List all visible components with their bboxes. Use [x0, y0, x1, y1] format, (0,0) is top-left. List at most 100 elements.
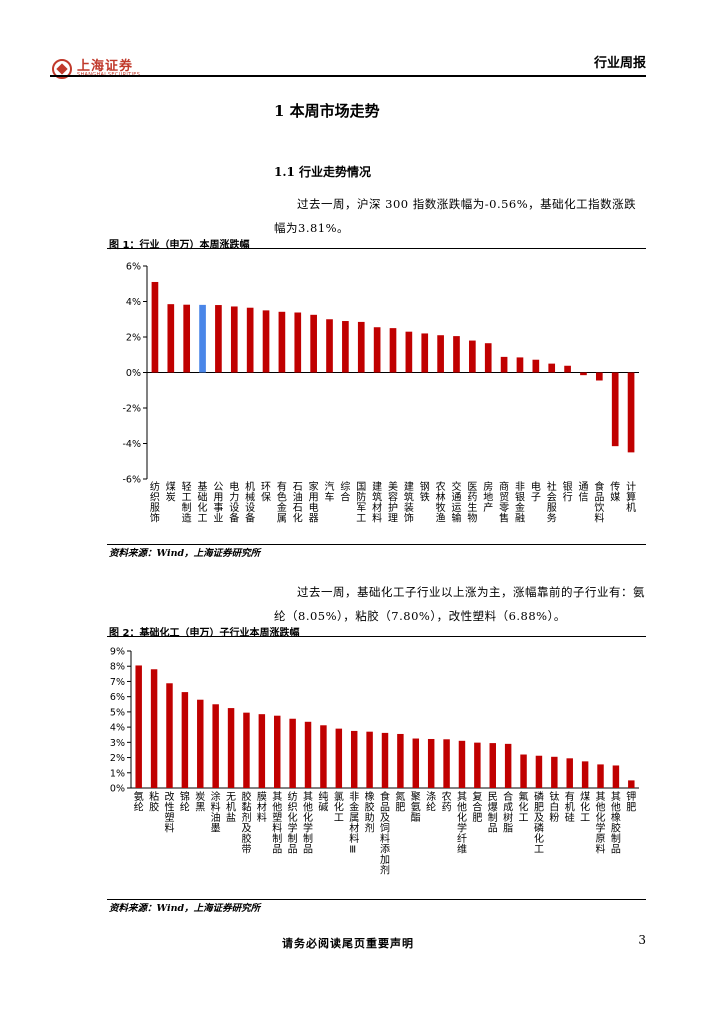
figure1-chart: 6% 4% 2% 0% -2% -4% -6% 纺织服饰煤炭轻工制造基础化工公用事业电力设备机… [123, 262, 639, 525]
bar [243, 712, 250, 788]
category-label: 橡胶助剂 [365, 790, 375, 835]
bar [453, 336, 460, 373]
bar [246, 307, 254, 373]
category-label: 粘胶 [149, 790, 159, 814]
bar [628, 780, 635, 788]
category-label: 商贸零售 [499, 480, 509, 525]
category-label: 纺织化学制品 [288, 790, 298, 856]
category-label: 涂料油墨 [211, 790, 221, 835]
category-label: 医药生物 [467, 481, 477, 525]
category-label: 传媒 [610, 481, 620, 504]
y-tick-label: -6% [123, 475, 142, 486]
category-label: 其他塑料制品 [272, 791, 282, 856]
category-label: 民爆制品 [488, 791, 498, 835]
category-label: 公用事业 [213, 482, 223, 525]
y-tick-label: -4% [123, 439, 142, 450]
bar [258, 714, 266, 788]
bar [412, 738, 420, 788]
logo-cn: 上海证券 [77, 59, 134, 74]
category-label: 有机硅 [565, 790, 575, 824]
bar [350, 730, 358, 788]
category-label: 农药 [442, 790, 452, 814]
bar [227, 708, 235, 788]
bar [421, 333, 429, 373]
bar [181, 692, 189, 788]
bar [215, 305, 222, 373]
category-label: 其他橡胶制品 [611, 791, 621, 856]
y-tick-label: 2% [126, 333, 141, 344]
bar [199, 304, 206, 373]
category-label: 食品饮料 [594, 480, 604, 525]
category-label: 其他化学纤维 [457, 791, 467, 856]
category-label: 氟化工 [519, 790, 529, 824]
category-label: 农林牧渔 [436, 480, 446, 525]
bar [335, 728, 343, 788]
bar [581, 761, 589, 788]
category-label: 非银金融 [515, 481, 525, 525]
bar [551, 756, 558, 788]
category-label: 食品及饲料添加剂 [380, 790, 390, 877]
bar [274, 715, 281, 788]
bar [580, 372, 587, 376]
bar [389, 328, 397, 373]
bar [504, 743, 512, 788]
bar [612, 765, 620, 788]
bar [548, 363, 556, 373]
y-tick-label: 6% [126, 262, 141, 273]
bar [532, 359, 540, 373]
figure1-bottom-rule [107, 544, 646, 545]
category-label: 钛白粉 [549, 791, 559, 824]
bar [166, 683, 173, 788]
subsection-title: 1.1 行业走势情况 [274, 165, 372, 179]
y-tick-label: 2% [110, 753, 125, 764]
category-label: 磷肥及磷化工 [534, 790, 544, 856]
category-label: 计算机 [626, 480, 636, 514]
category-label: 美容护理 [388, 480, 398, 525]
category-label: 建筑装饰 [404, 480, 414, 525]
y-tick-label: 4% [110, 723, 125, 734]
section-title: 1 本周市场走势 [274, 102, 380, 120]
y-tick-label: 0% [126, 368, 141, 379]
bar [566, 758, 573, 788]
y-tick-label: -2% [123, 404, 142, 415]
bar [489, 743, 496, 788]
bar [597, 764, 604, 788]
bar [150, 669, 158, 788]
y-tick-label: 1% [110, 768, 125, 779]
category-label: 综合 [340, 480, 350, 504]
logo-mark-icon [52, 59, 72, 79]
bar [289, 718, 296, 788]
bar [357, 321, 365, 373]
category-label: 非金属材料 Ⅲ [349, 791, 359, 856]
bar [535, 755, 543, 788]
bar [595, 372, 603, 381]
bar [230, 306, 238, 373]
category-label: 煤炭 [166, 480, 176, 504]
category-label: 锦纶 [180, 790, 190, 814]
bar [183, 304, 191, 373]
figure2-chart: 9% 8% 7% 6% 5% 4% 3% 2% 1% 0% 氨纶粘胶改性塑料锦纶炭黑涂料油墨无机盐胶… [110, 647, 639, 877]
category-label: 复合肥 [472, 790, 482, 824]
bar [381, 732, 389, 788]
bar [294, 312, 302, 373]
bar [397, 733, 404, 788]
figure2-bottom-rule [107, 899, 646, 900]
category-label: 聚氨酯 [411, 791, 421, 824]
category-label: 房地产 [483, 480, 493, 514]
bar [520, 754, 527, 788]
category-label: 涤纶 [426, 790, 436, 814]
category-label: 国防军工 [356, 481, 366, 525]
bar [564, 365, 571, 373]
bar [611, 372, 619, 447]
bar [262, 310, 270, 373]
category-label: 氨纶 [134, 790, 144, 814]
category-label: 轻工制造 [182, 480, 192, 525]
y-tick-label: 6% [110, 692, 125, 703]
bar [437, 335, 444, 373]
bar [427, 738, 435, 788]
figure2-top-rule [107, 636, 646, 637]
header-divider [50, 75, 646, 77]
category-label: 纯碱 [318, 790, 328, 814]
category-label: 有色金属 [277, 480, 287, 525]
category-label: 银行 [563, 480, 573, 504]
